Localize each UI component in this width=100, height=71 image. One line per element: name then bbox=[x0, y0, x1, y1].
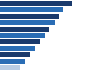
Bar bbox=[0, 27, 49, 32]
Bar bbox=[0, 46, 35, 51]
Bar bbox=[0, 33, 45, 38]
Bar bbox=[0, 1, 72, 6]
Bar bbox=[0, 59, 25, 64]
Bar bbox=[0, 39, 40, 44]
Bar bbox=[0, 14, 59, 19]
Bar bbox=[0, 20, 55, 25]
Bar bbox=[0, 52, 30, 57]
Bar bbox=[0, 7, 63, 12]
Bar bbox=[0, 65, 20, 70]
